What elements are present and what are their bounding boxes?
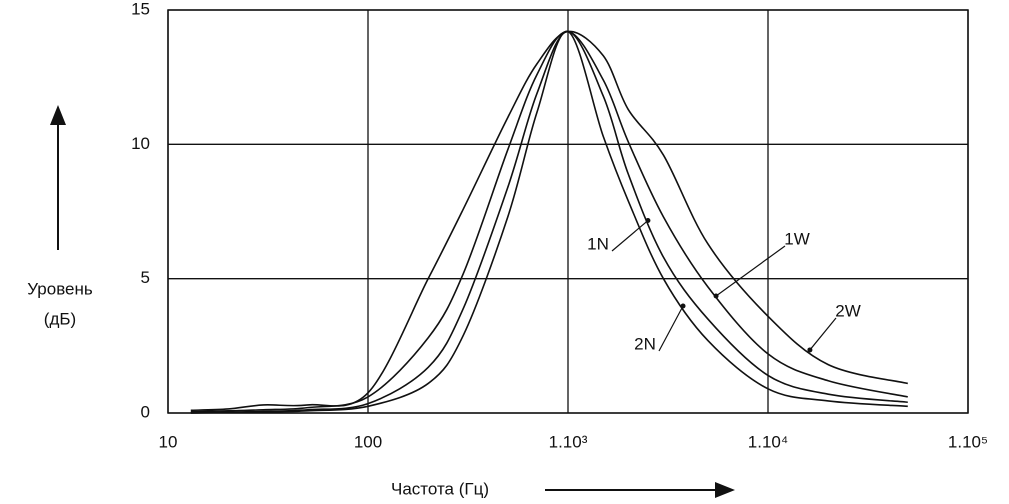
plot-frame xyxy=(167,9,969,414)
x-tick-label: 1.10⁴ xyxy=(748,432,788,451)
line-series xyxy=(190,30,908,413)
y-tick-label: 5 xyxy=(141,268,150,287)
label-dot xyxy=(680,303,686,309)
x-tick-label: 10 xyxy=(159,432,178,451)
label-leader xyxy=(658,305,684,352)
y-tick-label: 10 xyxy=(131,134,150,153)
series-label: 1N xyxy=(587,234,609,253)
label-dot xyxy=(645,218,651,224)
label-dot xyxy=(713,293,719,299)
label-leader xyxy=(611,220,649,252)
y-tick-label: 15 xyxy=(131,0,150,18)
x-label: Частота (Гц) xyxy=(391,479,489,498)
x-tick-label: 1.10³ xyxy=(549,432,588,451)
line-series xyxy=(190,30,908,414)
label-leader xyxy=(715,245,786,297)
y-label-line: (дБ) xyxy=(44,309,76,328)
x-tick-label: 100 xyxy=(354,432,382,451)
series-label: 2N xyxy=(634,334,656,353)
line-series xyxy=(190,30,908,414)
line-series xyxy=(190,30,908,412)
y-tick-label: 0 xyxy=(141,402,150,421)
series-label: 1W xyxy=(784,229,810,248)
label-dot xyxy=(807,347,813,353)
series-label: 2W xyxy=(835,301,861,320)
x-tick-label: 1.10⁵ xyxy=(948,432,988,451)
y-label-line: Уровень xyxy=(27,279,93,298)
label-leader xyxy=(809,317,837,351)
